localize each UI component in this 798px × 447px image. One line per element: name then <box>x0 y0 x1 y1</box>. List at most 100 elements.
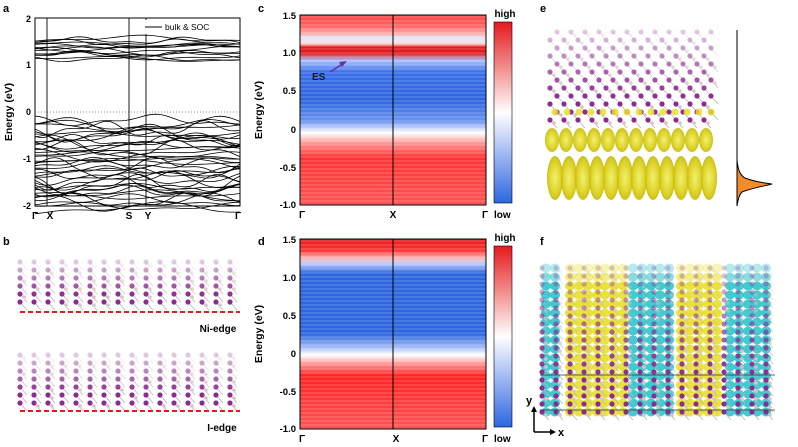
panel-f-iodine-atom <box>665 361 671 367</box>
panel-e-iodine-atom <box>652 77 658 83</box>
panel-b-ni-edge-nickel-atom <box>78 271 82 275</box>
panel-f-iodine-atom <box>637 281 643 287</box>
panel-b-ni-edge-iodine-atom <box>31 267 37 273</box>
panel-f-iodine-atom <box>651 353 657 359</box>
panel-f-iodine-atom <box>721 337 727 343</box>
panel-f-iodine-atom <box>679 289 685 295</box>
panel-e-iodine-atom <box>701 37 707 43</box>
panel-label-a: a <box>3 3 10 15</box>
panel-b-i-edge-iodine-atom <box>185 368 191 374</box>
panel-f-density-blob <box>565 371 575 381</box>
panel-f-iodine-atom <box>637 313 643 319</box>
panel-e-bond <box>710 31 719 41</box>
panel-b-i-edge-iodine-atom <box>45 384 51 390</box>
panel-b-ni-edge-iodine-atom <box>227 283 233 289</box>
panel-e-iodine-atom <box>582 93 588 99</box>
panel-f-iodine-atom <box>609 345 615 351</box>
panel-f-bond <box>765 267 774 277</box>
panel-f-iodine-atom <box>735 265 741 271</box>
panel-f-bond <box>653 299 662 309</box>
panel-e-blob <box>589 156 605 200</box>
panel-f-iodine-atom <box>735 369 741 375</box>
panel-a-band <box>35 46 241 56</box>
panel-f-iodine-atom <box>637 377 643 383</box>
panel-f-iodine-atom <box>707 281 713 287</box>
panel-f-nickel-atom <box>656 317 660 321</box>
panel-f-iodine-atom <box>567 289 573 295</box>
panel-e-nickel-atom <box>573 113 577 117</box>
panel-f-iodine-atom <box>763 321 769 327</box>
panel-e-iodine-atom <box>666 93 672 99</box>
panel-f-density-blob <box>574 362 584 372</box>
panel-b-i-edge-nickel-atom <box>92 364 96 368</box>
panel-label-c: c <box>258 3 264 15</box>
panel-c-ytick: -0.5 <box>280 163 297 174</box>
panel-f-density-blob <box>583 281 593 291</box>
panel-f-density-blob <box>694 263 704 273</box>
panel-f-nickel-atom <box>754 397 758 401</box>
panel-f-bond <box>625 291 634 301</box>
panel-a-band <box>34 165 241 176</box>
panel-f-bond <box>653 275 662 285</box>
panel-b-ni-edge-iodine-atom <box>45 259 51 265</box>
panel-b-edge-structures: Ni-edge I-edge <box>17 259 240 434</box>
panel-e-blob <box>631 156 647 200</box>
panel-f-density-blob <box>694 290 704 300</box>
panel-e-iodine-atom <box>575 69 581 75</box>
panel-b-ni-edge-bond <box>131 269 140 279</box>
panel-f-nickel-atom <box>642 341 646 345</box>
panel-e-nickel-atom <box>566 121 570 125</box>
panel-f-bond <box>709 291 718 301</box>
panel-f-density-blob <box>725 371 735 381</box>
panel-f-iodine-atom <box>567 273 573 279</box>
panel-f-bond <box>723 275 732 285</box>
panel-b-ni-edge-bond <box>33 269 42 279</box>
panel-f-density-blob <box>761 281 771 291</box>
panel-b-i-edge-iodine-atom <box>17 360 23 366</box>
panel-b-i-edge-bond <box>33 362 42 372</box>
panel-b-i-edge-nickel-atom <box>78 388 82 392</box>
panel-f-bond <box>541 283 550 293</box>
panel-b-ni-edge-bond <box>75 269 84 279</box>
panel-d-colorbar <box>493 245 513 428</box>
panel-b-ni-edge-iodine-atom <box>87 299 93 305</box>
panel-f-density-blob <box>761 290 771 300</box>
panel-f-iodine-atom <box>749 345 755 351</box>
panel-f-density-blob <box>592 290 602 300</box>
panel-e-iodine-atom <box>575 53 581 59</box>
panel-e-nickel-atom <box>636 73 640 77</box>
panel-e-iodine-atom <box>631 101 637 107</box>
panel-b-ni-edge-nickel-atom <box>190 279 194 283</box>
panel-e-nickel-atom <box>636 89 640 93</box>
panel-f-nickel-atom <box>628 285 632 289</box>
panel-e-dos-curve <box>736 159 773 207</box>
panel-e-iodine-atom <box>554 61 560 67</box>
panel-b-ni-edge-iodine-atom <box>59 283 65 289</box>
panel-f-iodine-atom <box>651 297 657 303</box>
panel-f-density-blob <box>761 362 771 372</box>
panel-b-i-edge-nickel-atom <box>218 356 222 360</box>
panel-b-i-edge-iodine-atom <box>143 360 149 366</box>
panel-f-nickel-atom <box>684 405 688 409</box>
panel-f-iodine-atom <box>623 265 629 271</box>
panel-a-xtick: Γ <box>235 211 241 222</box>
panel-e-blob-small <box>563 108 571 116</box>
panel-f-nickel-atom <box>740 357 744 361</box>
panel-f-iodine-atom <box>749 273 755 279</box>
panel-e-iodine-atom <box>561 101 567 107</box>
panel-f-nickel-atom <box>614 293 618 297</box>
panel-f-bond <box>555 267 564 277</box>
panel-e-iodine-atom <box>687 117 693 123</box>
panel-f-nickel-atom <box>600 413 604 417</box>
panel-f-bond <box>695 275 704 285</box>
panel-c-xtick: Γ <box>482 210 488 221</box>
panel-f-nickel-atom <box>642 365 646 369</box>
panel-e-iodine-atom <box>610 29 616 35</box>
panel-e-iodine-atom <box>659 37 665 43</box>
panel-f-iodine-atom <box>651 377 657 383</box>
panel-e-iodine-atom <box>575 117 581 123</box>
panel-e-iodine-atom <box>680 29 686 35</box>
panel-b-ni-edge-iodine-atom <box>59 291 65 297</box>
panel-f-nickel-atom <box>684 365 688 369</box>
panel-a-xtick: Γ <box>32 211 38 222</box>
